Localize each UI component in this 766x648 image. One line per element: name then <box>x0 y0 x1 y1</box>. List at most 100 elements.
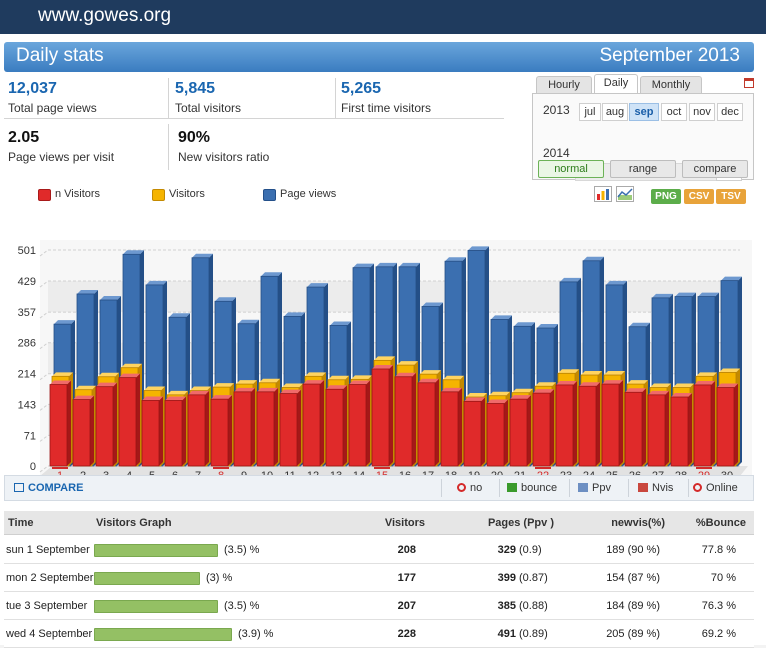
new-visitors-bar <box>532 392 551 467</box>
visitors-bar-top <box>581 371 602 376</box>
cell-newvis: 189 (90 %) <box>606 544 660 556</box>
new-visitors-bar-side <box>159 396 163 466</box>
option-label: Ppv <box>592 482 611 494</box>
page-views-bar-top <box>468 246 489 251</box>
compare-toggle[interactable]: COMPARE <box>14 482 83 494</box>
cell-share: (3.9) % <box>238 628 274 640</box>
month-oct[interactable]: oct <box>661 103 687 121</box>
compare-option-nvis[interactable]: Nvis <box>638 482 673 494</box>
new-visitors-bar-top <box>211 395 232 400</box>
kpi-page-views-per-visit: 2.05 Page views per visit <box>8 129 114 173</box>
mode-normal[interactable]: normal <box>538 160 604 178</box>
grid-line <box>39 311 49 319</box>
cell-newvis: 205 (89 %) <box>606 628 660 640</box>
compare-option-ppv[interactable]: Ppv <box>578 482 611 494</box>
month-jul[interactable]: jul <box>579 103 601 121</box>
new-visitors-bar <box>164 400 183 467</box>
compare-option-bounce[interactable]: bounce <box>507 482 557 494</box>
page-views-bar-top <box>698 292 719 297</box>
grid-line <box>39 434 49 442</box>
page-views-bar-top <box>54 320 75 325</box>
col-visitors-graph[interactable]: Visitors Graph <box>96 517 172 529</box>
month-nov[interactable]: nov <box>689 103 715 121</box>
option-label: bounce <box>521 482 558 494</box>
table-row[interactable]: tue 3 September (3.5) % 207 385 (0.88) 184 (8… <box>4 592 754 620</box>
new-visitors-bar <box>348 384 367 467</box>
new-visitors-bar-top <box>234 387 255 392</box>
option-label: no <box>470 482 483 494</box>
new-visitors-bar-side <box>619 380 623 466</box>
new-visitors-bar-side <box>274 387 278 466</box>
export-tsv-button[interactable]: TSV <box>716 189 746 204</box>
y-tick-label: 501 <box>18 245 36 257</box>
col-newvis[interactable]: newvis(%) <box>611 517 665 529</box>
year-label: 2013 <box>543 103 570 117</box>
tab-monthly[interactable]: Monthly <box>640 76 702 94</box>
online-icon <box>693 483 702 492</box>
visitors-bar-top <box>535 382 556 387</box>
calendar-icon[interactable] <box>744 78 754 88</box>
divider <box>569 479 570 497</box>
weekend-marker <box>374 467 390 469</box>
new-visitors-bar-top <box>372 364 393 369</box>
tab-hourly[interactable]: Hourly <box>536 76 592 94</box>
new-visitors-bar-side <box>527 395 531 466</box>
table-row[interactable]: mon 2 September (3) % 177 399 (0.87) 154 (87 … <box>4 564 754 592</box>
new-visitors-bar-side <box>251 387 255 466</box>
col-pages[interactable]: Pages (Ppv ) <box>487 517 554 529</box>
table-row[interactable]: wed 4 September (3.9) % 228 491 (0.89) 205 (8… <box>4 620 754 648</box>
cell-pages: 399 <box>497 572 516 584</box>
new-visitors-bar-top <box>556 380 577 385</box>
cell-newvis: 184 (89 %) <box>606 600 660 612</box>
new-visitors-bar-top <box>694 380 715 385</box>
cell-time: tue 3 September <box>6 600 88 612</box>
export-png-button[interactable]: PNG <box>651 189 681 204</box>
weekend-marker <box>213 467 229 469</box>
new-visitors-bar-top <box>487 399 508 404</box>
new-visitors-bar-top <box>602 380 623 385</box>
kpi-total-visitors: 5,845 Total visitors <box>175 80 241 124</box>
new-visitors-bar <box>463 400 482 467</box>
visitors-bar-top <box>489 391 510 396</box>
new-visitors-bar-top <box>142 396 163 401</box>
col-bounce[interactable]: %Bounce <box>695 517 746 529</box>
site-name[interactable]: www.gowes.org <box>38 5 172 26</box>
legend-swatch <box>152 189 165 201</box>
line-chart-icon[interactable] <box>616 186 634 202</box>
export-csv-button[interactable]: CSV <box>684 189 714 204</box>
kpi-label: First time visitors <box>341 101 431 115</box>
new-visitors-bar-top <box>349 380 370 385</box>
mode-range[interactable]: range <box>610 160 676 178</box>
visitors-bar-top <box>52 372 73 377</box>
option-label: Online <box>706 482 738 494</box>
new-visitors-bar <box>210 398 229 467</box>
new-visitors-bar <box>279 393 298 467</box>
visitors-bar-top <box>305 372 326 377</box>
month-aug[interactable]: aug <box>602 103 628 121</box>
visitors-bar-top <box>351 375 372 380</box>
compare-option-no[interactable]: no <box>457 482 482 494</box>
new-visitors-bar <box>371 368 390 467</box>
bar-chart-icon[interactable] <box>594 186 612 202</box>
month-dec[interactable]: dec <box>717 103 743 121</box>
compare-option-online[interactable]: Online <box>693 482 738 494</box>
new-visitors-bar <box>647 394 666 467</box>
kpi-value: 5,845 <box>175 80 216 97</box>
new-visitors-bar-top <box>96 382 117 387</box>
new-visitors-bar <box>624 391 643 467</box>
compare-label: COMPARE <box>28 482 84 494</box>
new-visitors-bar-side <box>228 395 232 466</box>
cell-visitors: 207 <box>397 600 416 612</box>
new-visitors-bar <box>72 399 91 467</box>
y-tick-label: 357 <box>18 307 36 319</box>
kpi-divider <box>168 124 169 170</box>
col-time[interactable]: Time <box>8 517 34 529</box>
page-views-bar-top <box>353 263 374 268</box>
tab-daily[interactable]: Daily <box>594 74 638 94</box>
mode-compare[interactable]: compare <box>682 160 748 178</box>
month-sep[interactable]: sep <box>629 103 659 121</box>
col-visitors[interactable]: Visitors <box>384 517 425 529</box>
new-visitors-bar-side <box>734 383 738 466</box>
new-visitors-bar-top <box>326 385 347 390</box>
table-row[interactable]: sun 1 September (3.5) % 208 329 (0.9) 189 (90… <box>4 536 754 564</box>
